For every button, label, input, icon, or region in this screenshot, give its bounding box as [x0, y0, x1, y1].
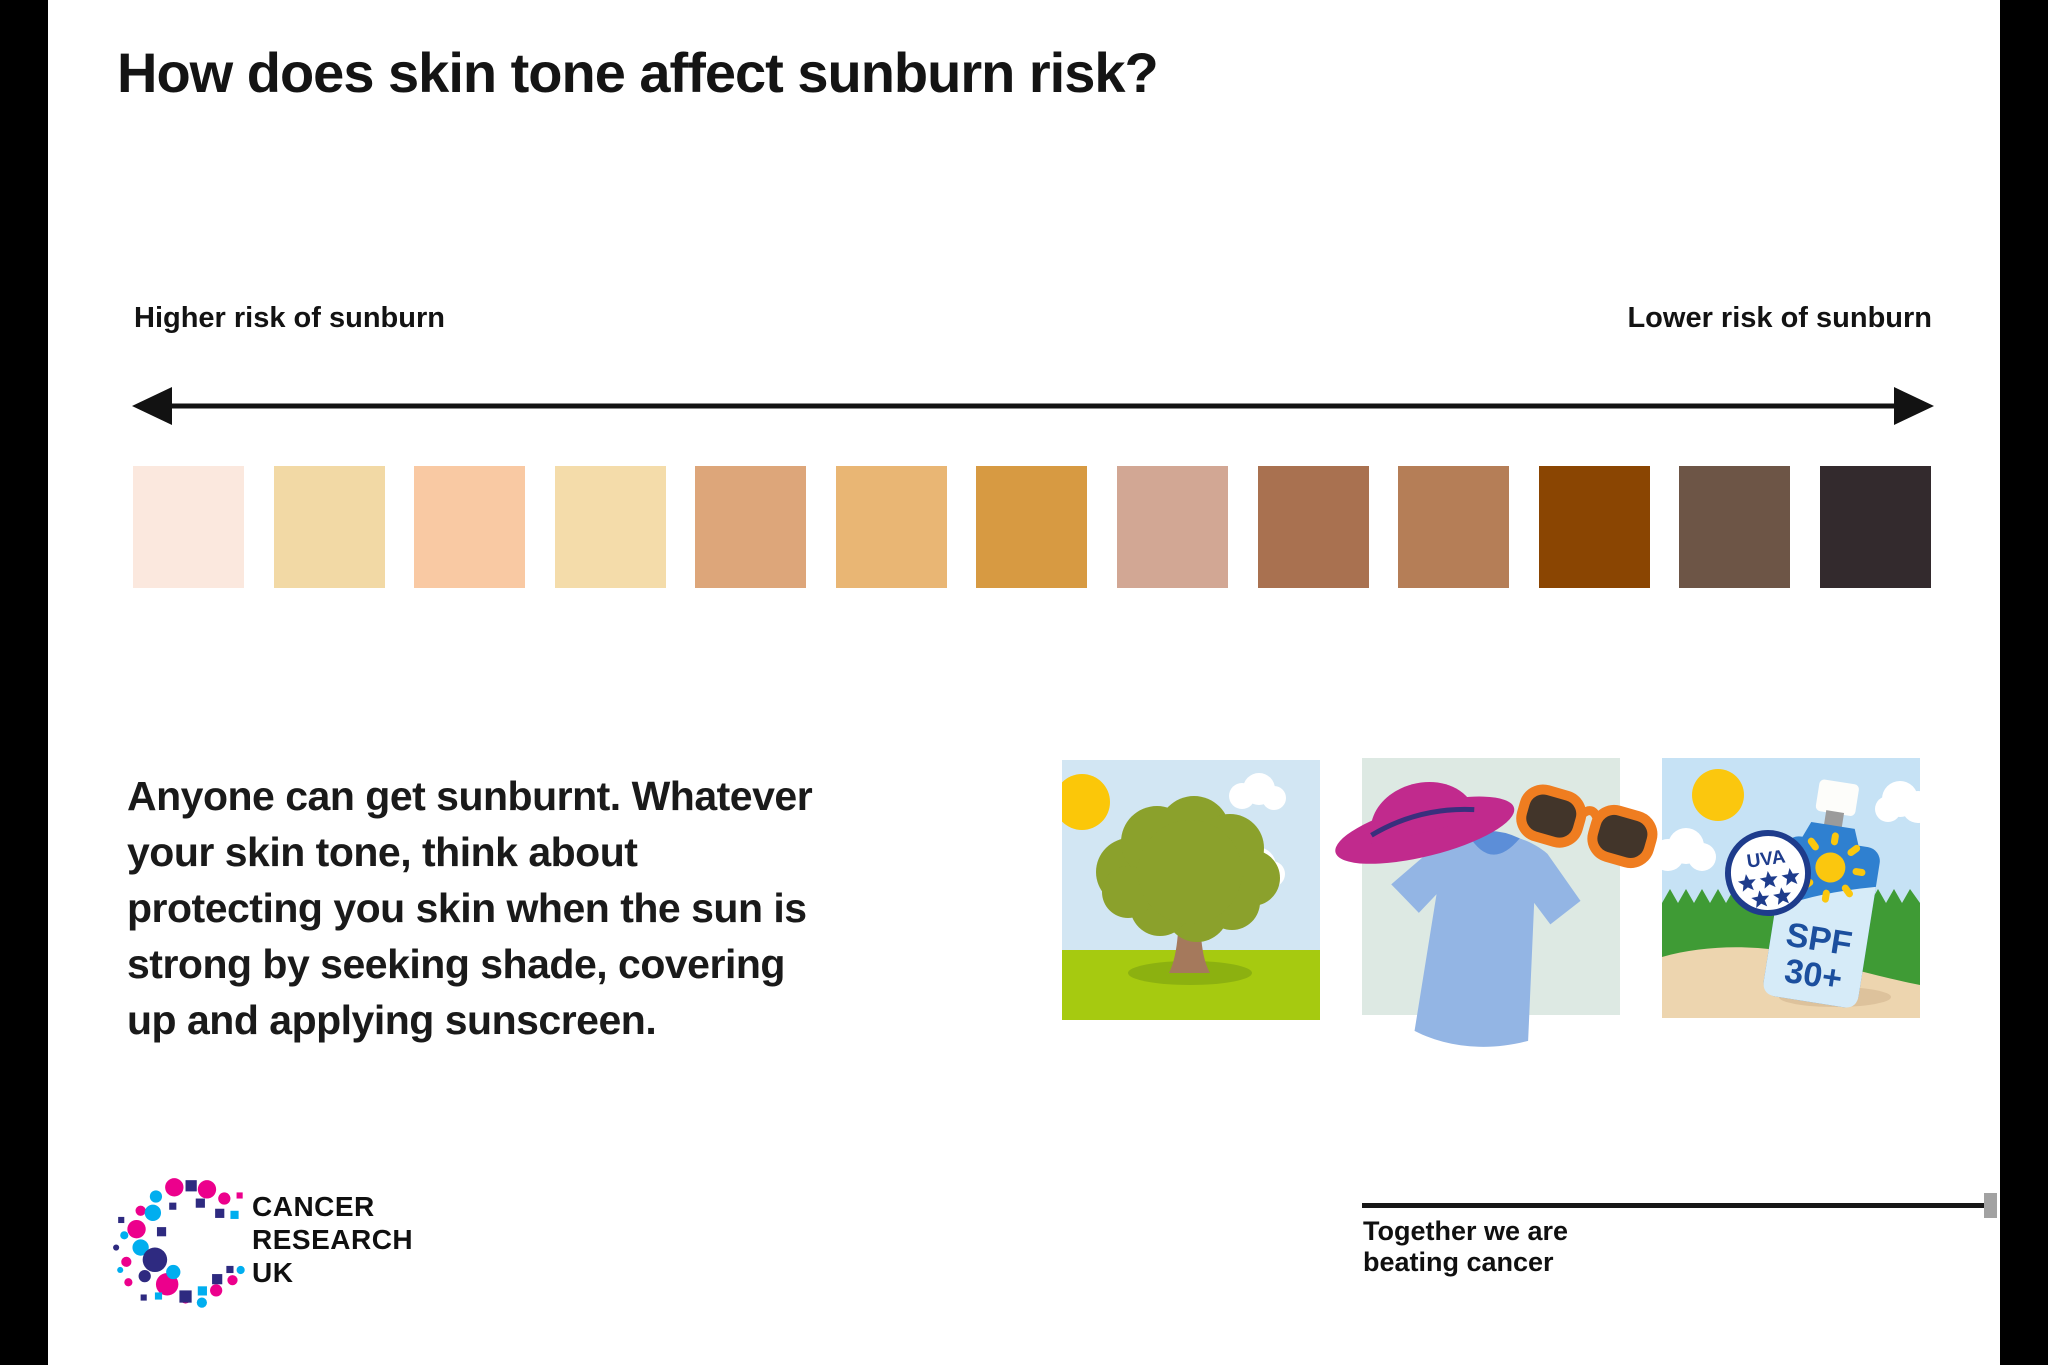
logo-line: UK — [252, 1257, 294, 1288]
footer-divider — [1362, 1203, 1986, 1208]
tagline-line: beating cancer — [1363, 1247, 1554, 1277]
skin-tone-swatch — [1538, 466, 1650, 588]
skin-tone-scale — [133, 466, 1931, 588]
body-line: up and applying sunscreen. — [127, 997, 657, 1043]
cover-up-illustration — [1335, 758, 1658, 1047]
label-sun-icon — [1795, 832, 1866, 903]
body-line: strong by seeking shade, covering — [127, 941, 785, 987]
shade-illustration — [1062, 760, 1320, 1020]
lower-risk-label: Lower risk of sunburn — [1627, 302, 1932, 334]
skin-tone-swatch — [1257, 466, 1369, 588]
body-line: protecting you skin when the sun is — [127, 885, 807, 931]
cruk-logo-wordmark: CANCER RESEARCH UK — [252, 1190, 413, 1289]
sun-icon — [1062, 774, 1110, 830]
skin-tone-swatch — [976, 466, 1088, 588]
body-line: Anyone can get sunburnt. Whatever — [127, 773, 813, 819]
divider-end-cap — [1984, 1193, 1997, 1218]
skin-tone-swatch — [1819, 466, 1931, 588]
logo-line: RESEARCH — [252, 1224, 414, 1255]
skin-tone-swatch — [414, 466, 526, 588]
skin-tone-swatch — [835, 466, 947, 588]
skin-tone-swatch — [695, 466, 807, 588]
skin-tone-swatch — [1679, 466, 1791, 588]
logo-line: CANCER — [252, 1191, 375, 1222]
skin-tone-swatch — [1398, 466, 1510, 588]
cruk-logo-icon — [113, 1178, 245, 1308]
body-paragraph: Anyone can get sunburnt. Whatever your sk… — [127, 768, 827, 1048]
left-black-bar — [0, 0, 48, 1365]
sunglasses-icon — [1516, 784, 1658, 869]
skin-tone-swatch — [133, 466, 244, 588]
sun-icon — [1692, 769, 1744, 821]
higher-risk-label: Higher risk of sunburn — [134, 302, 445, 334]
tree-crown — [1096, 796, 1280, 942]
right-black-bar — [2000, 0, 2048, 1365]
sunscreen-bottle-icon: SPF 30+ — [1763, 779, 1880, 1008]
page-title: How does skin tone affect sunburn risk? — [117, 41, 1159, 104]
risk-direction-arrow-icon — [132, 387, 1934, 425]
skin-tone-swatch — [554, 466, 666, 588]
sunscreen-illustration: SPF 30+ UVA — [1662, 758, 1920, 1018]
body-line: your skin tone, think about — [127, 829, 638, 875]
cloud-icon — [1662, 781, 1920, 871]
tagline-line: Together we are — [1363, 1216, 1569, 1246]
uva-badge-icon: UVA — [1725, 830, 1811, 916]
tagline: Together we are beating cancer — [1363, 1216, 1568, 1278]
spf-value: 30+ — [1782, 952, 1845, 999]
skin-tone-swatch — [273, 466, 385, 588]
bucket-hat-icon — [1335, 782, 1515, 864]
skin-tone-swatch — [1117, 466, 1229, 588]
uva-stars — [1737, 867, 1800, 908]
